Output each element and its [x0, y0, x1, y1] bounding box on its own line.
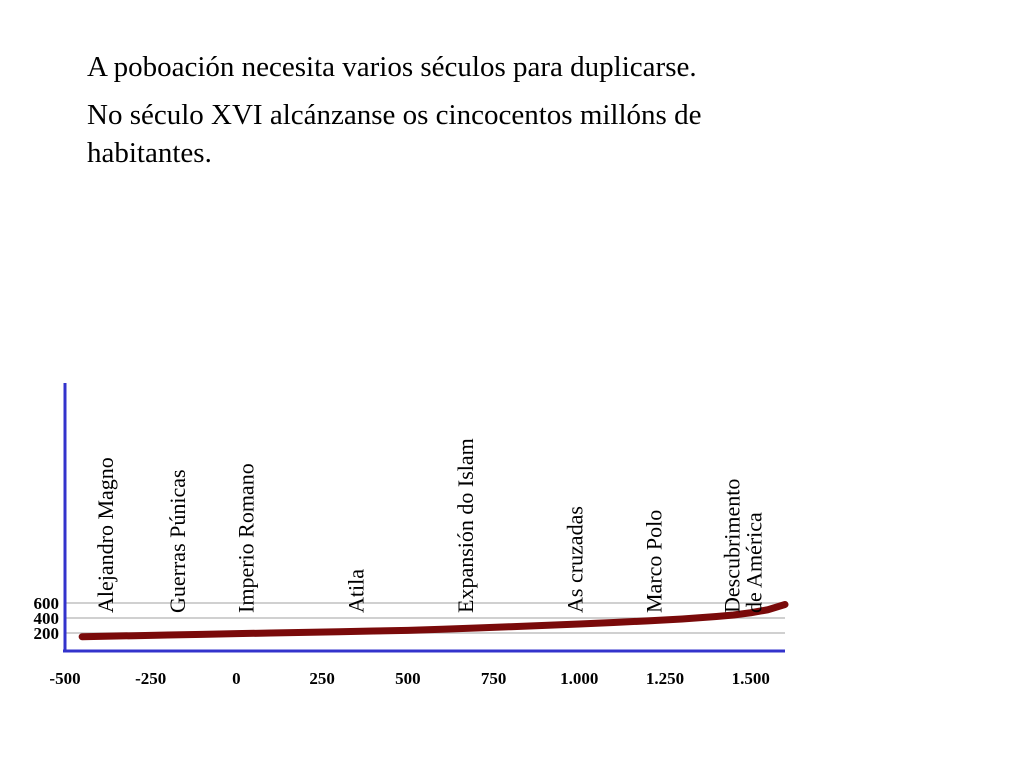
event-annotation: Imperio Romano: [234, 463, 259, 613]
x-tick-label: 0: [232, 669, 241, 688]
text-block: A poboación necesita varios séculos para…: [87, 48, 787, 182]
event-annotation-line: Descubrimento: [720, 479, 745, 613]
event-annotation-line: Marco Polo: [642, 510, 667, 613]
y-tick-label: 200: [34, 624, 60, 643]
x-tick-label: 750: [481, 669, 507, 688]
event-annotation-line: de América: [742, 512, 767, 613]
event-annotation-line: Expansión do Islam: [453, 438, 478, 613]
y-tick-label: 600: [34, 594, 60, 613]
event-annotation: As cruzadas: [563, 506, 588, 613]
event-annotation-line: As cruzadas: [563, 506, 588, 613]
event-annotation-line: Alejandro Magno: [93, 457, 118, 613]
event-annotation: Descubrimentode América: [720, 479, 767, 613]
paragraph-sixteenth-century: No século XVI alcánzanse os cincocentos …: [87, 99, 702, 169]
event-annotation: Atila: [343, 569, 368, 613]
x-tick-label: 250: [309, 669, 335, 688]
event-annotation: Guerras Púnicas: [165, 469, 190, 613]
event-annotation-line: Atila: [343, 569, 368, 613]
x-tick-label: 1.250: [646, 669, 684, 688]
event-annotation: Alejandro Magno: [93, 457, 118, 613]
x-tick-label: -500: [49, 669, 80, 688]
population-line: [78, 601, 789, 641]
event-annotation: Marco Polo: [642, 510, 667, 613]
event-annotation-line: Guerras Púnicas: [165, 469, 190, 613]
y-tick-label: 400: [34, 609, 60, 628]
x-tick-label: 500: [395, 669, 421, 688]
x-tick-label: -250: [135, 669, 166, 688]
paragraph-doubling: A poboación necesita varios séculos para…: [87, 51, 697, 83]
event-annotation-line: Imperio Romano: [234, 463, 259, 613]
x-tick-label: 1.500: [732, 669, 770, 688]
x-tick-label: 1.000: [560, 669, 598, 688]
event-annotation: Expansión do Islam: [453, 438, 478, 613]
